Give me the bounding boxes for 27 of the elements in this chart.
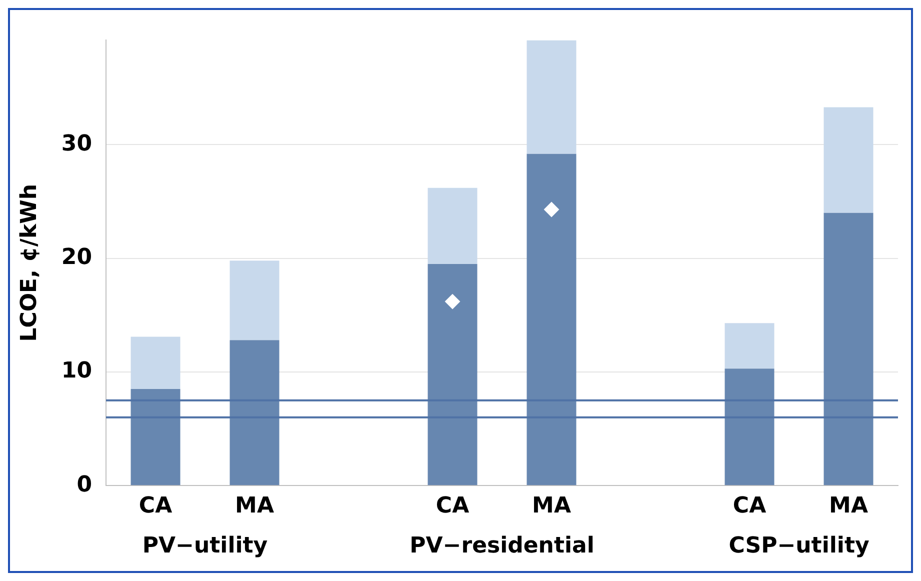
bar [526, 40, 576, 154]
y-tick-label: 0 [76, 472, 92, 498]
y-tick-label: 20 [61, 245, 92, 270]
bar [526, 154, 576, 486]
frame: LCOE, ¢/kWh CA MA CA MA CA MA 0 10 20 30 PV−utility PV−residential CSP−utility [8, 8, 913, 573]
text: PV−residential [410, 534, 594, 559]
bar [824, 212, 874, 486]
bar [230, 340, 280, 486]
x-tick-label: MA [235, 494, 274, 519]
bar [130, 389, 180, 486]
text: PV−utility [142, 534, 268, 559]
bar [130, 336, 180, 390]
bar [724, 323, 774, 369]
bar [824, 107, 874, 213]
y-axis-title: LCOE, ¢/kWh [16, 184, 42, 342]
y-tick-label: 30 [61, 131, 92, 156]
x-tick-label: CA [138, 494, 172, 519]
x-tick-label: CA [436, 494, 470, 519]
x-tick-label: MA [532, 494, 571, 519]
bar [230, 260, 280, 340]
y-tick-label: 10 [61, 358, 92, 384]
x-tick-label: MA [829, 494, 868, 519]
bar [428, 188, 478, 264]
x-tick-label: CA [732, 494, 766, 519]
bar [724, 368, 774, 486]
text: CSP−utility [728, 534, 870, 559]
bar [428, 264, 478, 486]
